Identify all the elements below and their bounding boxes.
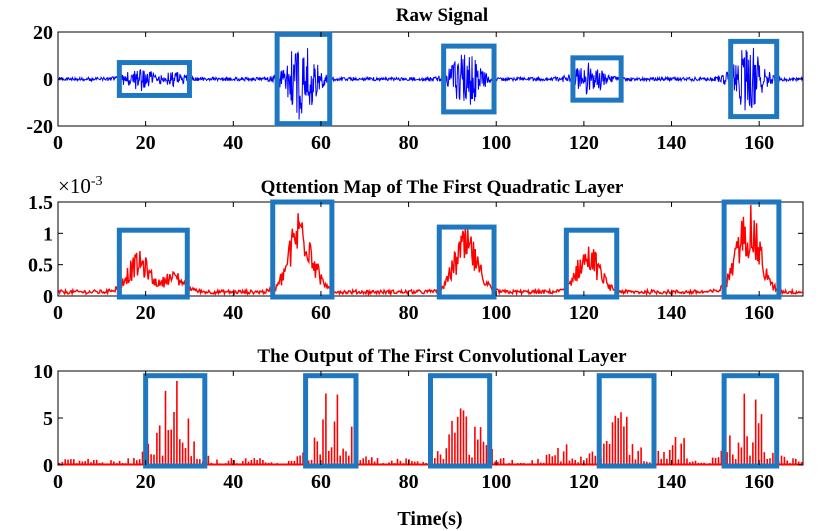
x-tick-label: 60 [311,302,331,324]
x-tick-label: 100 [481,471,511,493]
highlight-box [728,38,780,120]
x-tick-label: 100 [481,302,511,324]
x-tick-label: 120 [569,471,599,493]
y-tick-label: 0.5 [28,255,53,277]
highlight-box [303,373,359,469]
series-line-raw-signal [57,47,804,120]
highlight-box [428,373,493,469]
title-raw-signal: Raw Signal [396,5,488,26]
x-tick-label: 140 [657,302,687,324]
x-tick-label: 60 [311,132,331,154]
x-tick-label: 120 [569,132,599,154]
x-tick-label: 80 [399,132,419,154]
x-tick-label: 0 [53,302,63,324]
x-tick-label: 120 [569,302,599,324]
highlight-box [441,43,497,115]
highlight-box [116,227,190,300]
highlight-box [143,373,208,469]
axes-frame [57,201,804,297]
panel-conv-output: The Output of The First Convolutional La… [33,346,804,493]
panel-attention-map: ×10-3 Qttention Map of The First Quadrat… [28,174,804,324]
x-tick-label: 0 [53,132,63,154]
highlight-box [436,224,497,300]
x-tick-label: 20 [136,132,156,154]
highlight-box [721,373,780,469]
x-tick-label: 20 [136,302,156,324]
y-tick-label: 0 [43,455,53,477]
y-tick-label: 20 [33,22,53,44]
series-line-attention-map [57,204,804,297]
y-tick-label: -20 [26,116,53,138]
highlight-box [274,31,333,127]
title-attention-map: Qttention Map of The First Quadratic Lay… [261,177,624,198]
x-tick-label: 160 [744,132,774,154]
y-tick-label: 0 [43,69,53,91]
plot-attention-map: 0 20 40 60 80 100 120 140 160 0 0.5 1 1.5 [28,192,804,324]
y-tick-label: 1.5 [28,192,53,214]
highlight-box [116,60,192,98]
x-tick-label: 40 [223,471,243,493]
x-tick-label: 80 [399,302,419,324]
x-tick-label: 60 [311,471,331,493]
y-tick-label: 0 [43,286,53,308]
y-tick-label: 1 [43,223,53,245]
x-tick-label: 0 [53,471,63,493]
highlight-box [563,227,620,300]
axis-multiplier: ×10-3 [58,174,103,198]
x-tick-label: 100 [481,132,511,154]
x-tick-label: 160 [744,471,774,493]
highlight-box [596,373,657,469]
highlight-box [570,55,624,103]
title-conv-output: The Output of The First Convolutional La… [257,346,627,367]
x-axis-label: Time(s) [397,508,462,530]
x-tick-label: 80 [399,471,419,493]
x-tick-label: 140 [657,132,687,154]
x-tick-label: 40 [223,132,243,154]
x-tick-label: 160 [744,302,774,324]
y-tick-label: 10 [33,361,53,383]
y-tick-label: 5 [43,408,53,430]
x-tick-label: 40 [223,302,243,324]
x-tick-label: 140 [657,471,687,493]
x-tick-label: 20 [136,471,156,493]
plot-conv-output: 0 20 40 60 80 100 120 140 160 0 5 10 [33,361,804,493]
highlight-box [270,199,335,300]
highlight-box [721,199,782,300]
